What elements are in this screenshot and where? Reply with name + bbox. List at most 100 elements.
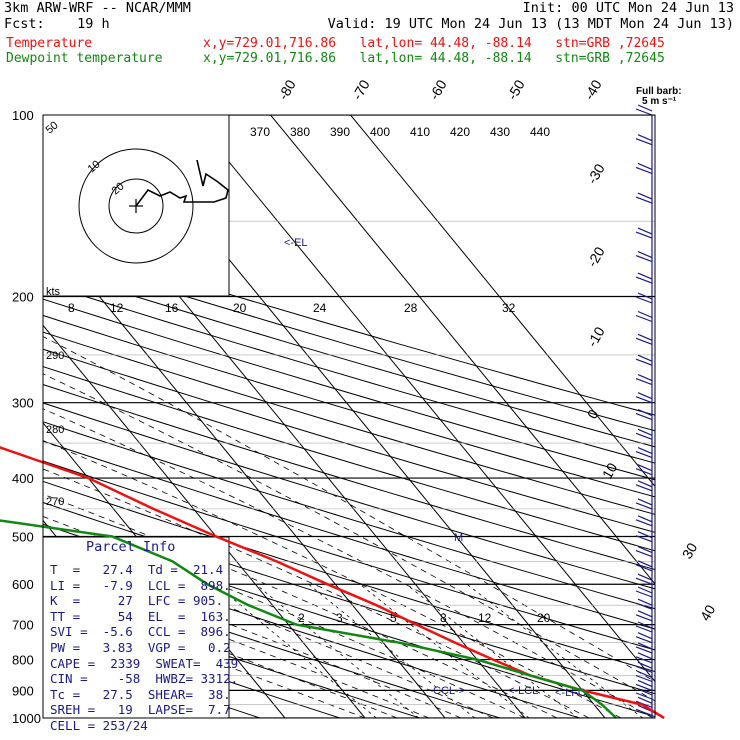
theta-label: 440 (530, 125, 550, 139)
theta-label: 390 (330, 125, 350, 139)
hodograph-speed-label: 28 (404, 301, 418, 315)
wind-barb (635, 480, 653, 492)
wind-barb (635, 661, 653, 673)
parcel-info-row: CIN = -58 HWBZ= 3312. (50, 671, 239, 687)
wind-barb (635, 428, 653, 440)
wind-barb (635, 354, 653, 366)
wind-barb (635, 272, 653, 284)
isotherm-label: -80 (275, 77, 299, 103)
wind-barb (635, 696, 653, 708)
isotherm-label: -30 (584, 161, 608, 187)
parcel-info-row: Tc = 27.5 SHEAR= 38. (50, 686, 231, 702)
hodograph-ring (108, 178, 164, 234)
mixing-ratio-label: 8 (440, 611, 447, 625)
wind-barb (635, 409, 653, 421)
pressure-label: 100 (12, 108, 34, 123)
parcel-info-row: CELL = 253/24 (50, 718, 148, 733)
wind-barb (635, 192, 653, 204)
pressure-label: 300 (12, 396, 34, 411)
wind-barb (635, 227, 653, 239)
mixing-ratio-label: 20 (537, 611, 551, 625)
mixing-ratio-line (359, 583, 530, 718)
pressure-label: 900 (12, 683, 34, 698)
hodograph-speed-label: 32 (502, 301, 516, 315)
hodograph-speed-label: 24 (313, 301, 327, 315)
pressure-label: 600 (12, 577, 34, 592)
parcel-info-row: K = 27 LFC = 905. (50, 593, 224, 609)
temperature-profile (0, 446, 665, 720)
isotherm-line (43, 324, 366, 718)
theta-e-label: 280 (46, 424, 64, 436)
wind-barb (635, 498, 653, 510)
pressure-label: 1000 (12, 711, 41, 726)
diagram-frame (42, 114, 656, 719)
pressure-label: 800 (12, 653, 34, 668)
hodograph-speed-label: 20 (233, 301, 247, 315)
pressure-label: 700 (12, 618, 34, 633)
theta-label: 380 (290, 125, 310, 139)
theta-e-label: 290 (46, 350, 64, 362)
parcel-info-row: TT = 54 EL = 163. (50, 608, 231, 624)
hodograph-ring (78, 148, 194, 264)
wind-barb (635, 573, 653, 585)
wind-barb (635, 642, 653, 654)
wind-barb (635, 632, 653, 644)
wind-barb (635, 586, 653, 598)
wind-barb (635, 531, 653, 543)
parcel-info-row: T = 27.4 Td = 21.4 (50, 562, 224, 577)
wind-barb (635, 546, 653, 558)
isotherm-label: -70 (349, 77, 373, 103)
parcel-info-title: Parcel Info (86, 539, 176, 555)
hodograph-kts-label: kts (46, 286, 61, 298)
moist-adiabat-line (43, 535, 494, 718)
wind-barb (635, 162, 653, 174)
pressure-label: 500 (12, 529, 34, 544)
theta-label: 370 (250, 125, 270, 139)
temperature-location: x,y=729.01,716.86 lat,lon= 44.48, -88.14… (203, 36, 665, 51)
wind-barb (635, 515, 653, 527)
mixing-ratio-label: 2 (298, 611, 305, 625)
pressure-label: 200 (12, 290, 34, 305)
isotherm-line (43, 226, 446, 718)
el-annotation: <-EL (284, 237, 308, 249)
wind-barb (635, 134, 653, 146)
wind-barb (635, 670, 653, 683)
init-time: Init: 00 UTC Mon 24 Jun 13 (522, 0, 734, 16)
parcel-info-box (43, 537, 229, 718)
parcel-info-row: SVI = -5.6 CCL = 896. (50, 624, 231, 640)
isotherm-line (190, 115, 655, 683)
wind-barb (635, 310, 653, 323)
model-title: 3km ARW-WRF -- NCAR/MMM (4, 0, 191, 16)
wind-barb (635, 292, 653, 304)
ccl-annotation: CCL-> (433, 685, 465, 697)
moist-adiabat-line (43, 570, 430, 718)
wind-barb (635, 621, 653, 633)
wind-barb (635, 610, 653, 622)
isotherm-line (350, 115, 655, 488)
mixing-ratio-label: 3 (336, 611, 343, 625)
wind-barb (635, 560, 653, 572)
temperature-legend: Temperature (6, 36, 93, 51)
hodograph-speed-label: 16 (165, 301, 179, 315)
wind-barb (635, 374, 653, 386)
mixing-ratio-line (405, 583, 579, 718)
parcel-info-row: SREH = 19 LAPSE= 7.7 (50, 702, 231, 718)
isotherm-label: -60 (426, 77, 450, 103)
forecast-hour: Fcst: 19 h (4, 16, 110, 32)
parcel-info-row: CAPE = 2339 SWEAT= 439 (50, 655, 239, 671)
wind-barb (635, 679, 653, 691)
wind-barb (635, 688, 653, 700)
mixing-ratio-line (308, 583, 476, 718)
wind-barb (635, 598, 653, 610)
lcl-annotation: <-LCL (508, 685, 538, 697)
isotherm-label: -20 (584, 244, 608, 270)
mixing-ratio-label: 5 (390, 611, 397, 625)
wind-barb (635, 464, 653, 476)
wind-barb (635, 447, 653, 459)
wind-barb-legend: Full barb: (636, 86, 682, 97)
isotherm-line (270, 115, 655, 585)
dewpoint-legend: Dewpoint temperature (6, 51, 163, 66)
parcel-info-row: PW = 3.83 VGP = 0.2 (50, 640, 231, 655)
theta-label: 400 (370, 125, 390, 139)
